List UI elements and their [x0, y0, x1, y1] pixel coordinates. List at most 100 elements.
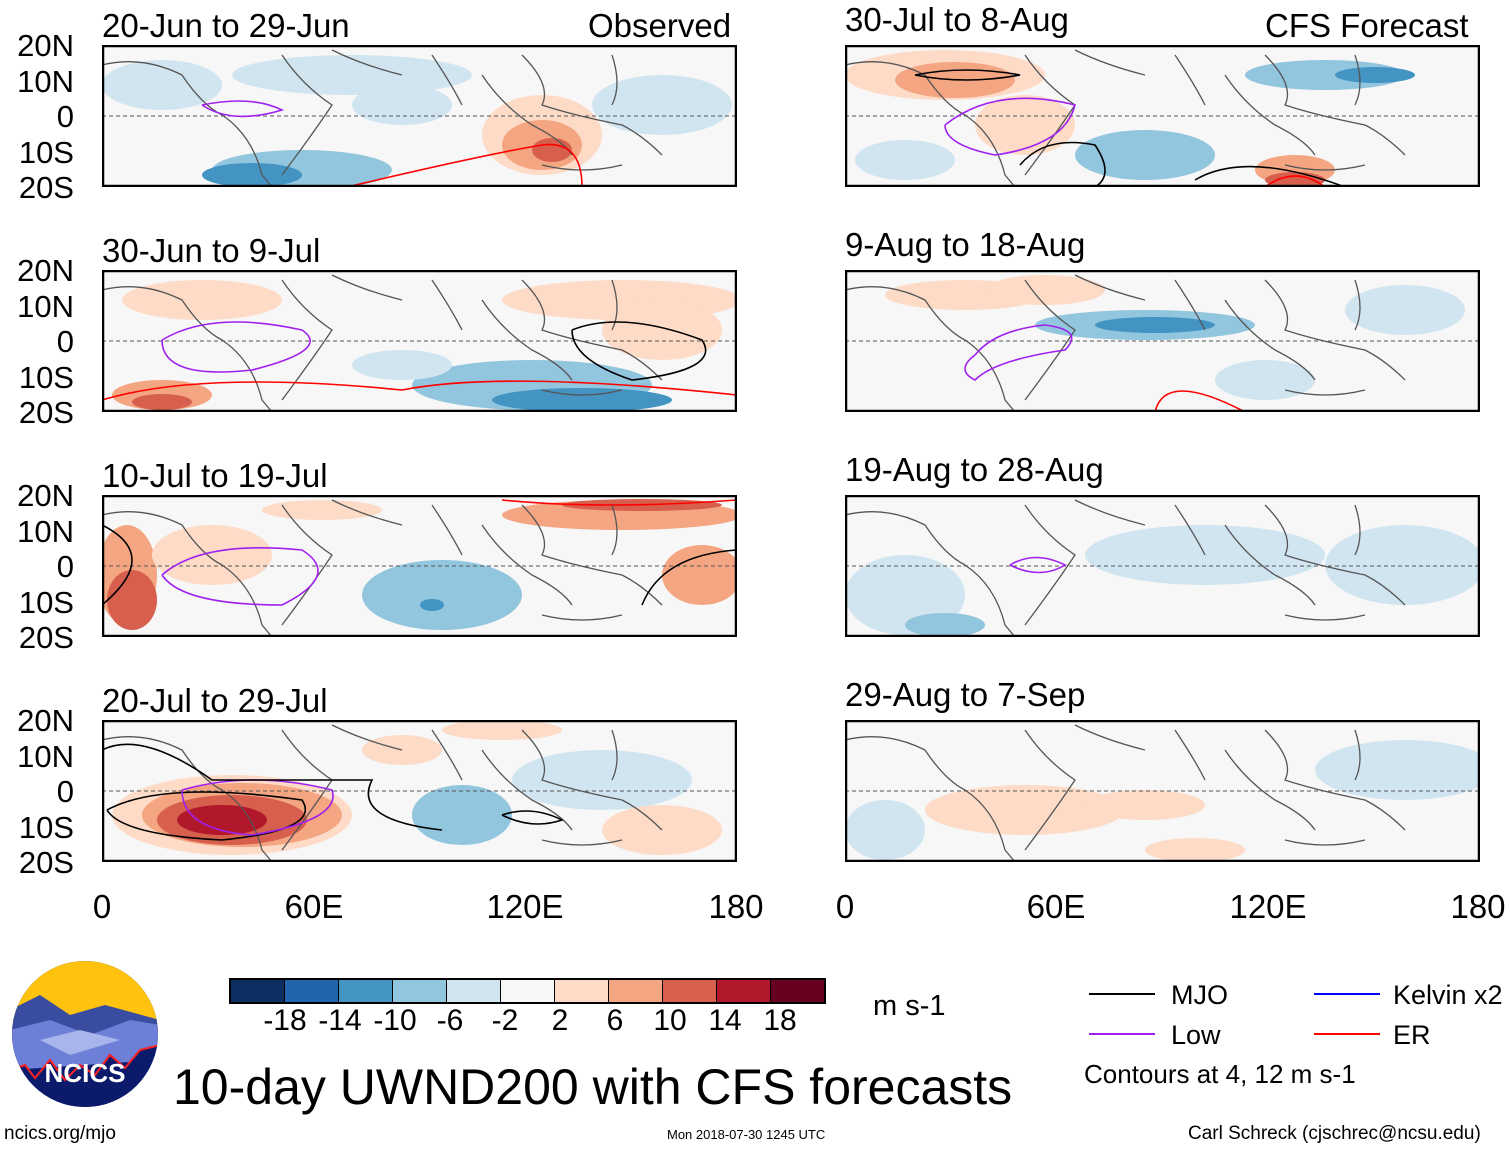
map-panel	[845, 270, 1480, 412]
colorbar-swatch	[447, 980, 501, 1002]
anomaly-shading	[1085, 790, 1205, 820]
footer-url[interactable]: ncics.org/mjo	[4, 1123, 116, 1144]
map-panel	[102, 720, 737, 862]
colorbar-swatch	[555, 980, 609, 1002]
anomaly-shading	[662, 545, 737, 605]
map-canvas	[845, 270, 1480, 412]
colorbar-label: -2	[491, 1004, 519, 1037]
colorbar-label: -6	[436, 1004, 464, 1037]
panel-title: 20-Jul to 29-Jul	[102, 682, 328, 719]
map-canvas	[845, 45, 1480, 187]
anomaly-shading	[845, 800, 925, 860]
y-tick-label: 10N	[17, 63, 74, 99]
map-canvas	[102, 45, 737, 187]
colorbar-swatch	[771, 980, 824, 1002]
y-tick-label: 10S	[18, 359, 74, 395]
x-tick-label: 120E	[486, 888, 564, 925]
y-tick-label: 10N	[17, 738, 74, 774]
anomaly-shading	[132, 394, 192, 410]
contour-line	[571, 321, 707, 381]
anomaly-shading	[1345, 285, 1465, 335]
contour-line	[1019, 141, 1106, 187]
panel-frame	[845, 720, 1480, 862]
panel-frame	[102, 45, 737, 187]
anomaly-shading	[905, 613, 985, 637]
observed-label: Observed	[588, 7, 732, 44]
y-tick-label: 0	[56, 774, 74, 809]
anomaly-shading	[152, 525, 272, 585]
anomaly-shading	[352, 85, 452, 125]
colorbar-swatch	[717, 980, 771, 1002]
contour-line	[944, 97, 1076, 156]
panel-frame	[845, 270, 1480, 412]
y-tick-label: 20N	[17, 253, 74, 288]
map-panel	[845, 45, 1480, 187]
coastline	[102, 499, 663, 637]
anomaly-shading	[262, 500, 382, 520]
contour-line	[201, 100, 285, 118]
legend-line-kelvin	[1314, 993, 1380, 995]
anomaly-shading	[1335, 67, 1415, 83]
anomaly-shading	[1315, 740, 1480, 800]
contour-line	[161, 546, 319, 606]
map-panel	[102, 495, 737, 637]
panel-frame	[102, 495, 737, 637]
colorbar-units: m s-1	[873, 990, 946, 1022]
anomaly-shading	[602, 300, 722, 360]
panel-frame	[102, 720, 737, 862]
coastline	[845, 274, 1406, 412]
contour-line	[1154, 390, 1246, 412]
anomaly-shading	[532, 138, 572, 162]
anomaly-shading	[1325, 525, 1480, 605]
map-panel	[845, 720, 1480, 862]
x-tick-label: 60E	[284, 888, 344, 925]
map-canvas	[102, 720, 737, 862]
y-tick-label: 20N	[17, 28, 74, 63]
y-tick-label: 20N	[17, 478, 74, 513]
anomaly-shading	[1145, 838, 1245, 862]
y-tick-label: 20S	[18, 395, 74, 430]
colorbar-label: 2	[551, 1004, 569, 1037]
anomaly-shading	[107, 570, 157, 630]
colorbar-label: -10	[373, 1004, 417, 1037]
map-panel	[102, 45, 737, 187]
map-canvas	[845, 720, 1480, 862]
anomaly-shading	[492, 388, 672, 412]
colorbar-swatch	[231, 980, 285, 1002]
colorbar-label: -14	[318, 1004, 362, 1037]
colorbar-swatch	[339, 980, 393, 1002]
coastline	[102, 49, 663, 187]
anomaly-shading	[1095, 317, 1215, 333]
anomaly-shading	[855, 140, 955, 180]
contour-line	[106, 791, 307, 841]
colorbar-swatch	[285, 980, 339, 1002]
map-panel	[845, 495, 1480, 637]
anomaly-shading	[442, 720, 562, 740]
figure-title: 10-day UWND200 with CFS forecasts	[173, 1059, 1013, 1115]
panel-title: 30-Jul to 8-Aug	[845, 1, 1069, 38]
legend-line-low	[1089, 1033, 1155, 1035]
contour-line	[1009, 556, 1067, 574]
ncics-logo: NCICS	[12, 961, 158, 1107]
contour-line	[1194, 165, 1346, 187]
y-tick-label: 0	[56, 549, 74, 584]
anomaly-shading	[1215, 360, 1315, 400]
panel-frame	[102, 270, 737, 412]
anomaly-shading	[352, 350, 452, 380]
anomaly-shading	[102, 60, 222, 110]
contour-line	[641, 549, 737, 606]
y-tick-label: 20S	[18, 845, 74, 880]
map-canvas	[102, 270, 737, 412]
contour-line	[102, 524, 133, 606]
map-canvas	[102, 495, 737, 637]
panel-title: 9-Aug to 18-Aug	[845, 226, 1086, 263]
y-tick-label: 20S	[18, 170, 74, 205]
panel-frame	[845, 495, 1480, 637]
y-tick-label: 10N	[17, 513, 74, 549]
panel-title: 19-Aug to 28-Aug	[845, 451, 1104, 488]
panel-title: 29-Aug to 7-Sep	[845, 676, 1086, 713]
y-tick-label: 10S	[18, 134, 74, 170]
contour-line	[102, 743, 443, 831]
panel-title: 10-Jul to 19-Jul	[102, 457, 328, 494]
